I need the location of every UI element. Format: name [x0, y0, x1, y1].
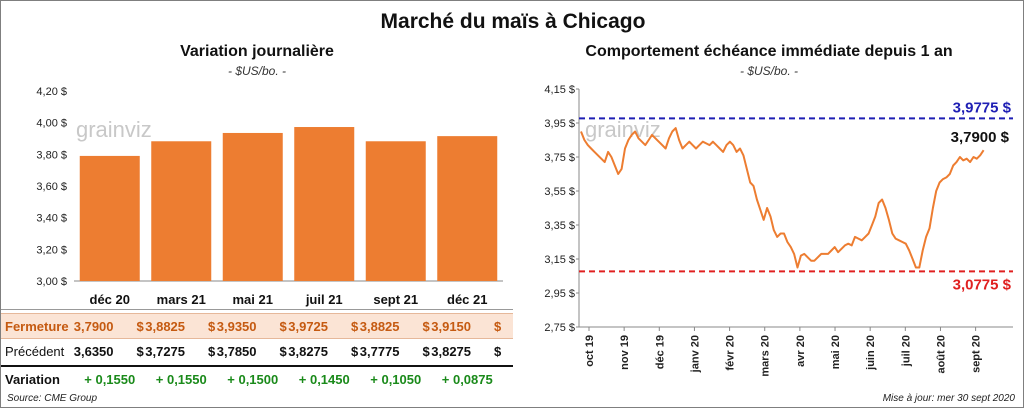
- x-category-label: mars 21: [157, 292, 206, 307]
- currency-sign: $: [422, 344, 430, 359]
- table-row-previous: Précédent 3,6350 $3,7275 $3,7850 $3,8275 $3,…: [1, 339, 513, 365]
- left-chart-title: Variation journalière: [180, 43, 334, 60]
- y-tick-label: 2,95 $: [544, 288, 575, 300]
- x-category-label: mai 21: [233, 292, 273, 307]
- close-cell-value: 3,7900: [73, 319, 114, 334]
- left-watermark: grainviz: [76, 117, 152, 142]
- row-label-variation: Variation: [5, 372, 60, 387]
- previous-cell-value: 3,7850: [216, 344, 257, 359]
- update-note: Mise à jour: mer 30 sept 2020: [882, 393, 1015, 404]
- variation-cell: + 0,1550: [155, 372, 207, 387]
- currency-sign: $: [494, 344, 502, 359]
- y-tick-label: 4,20 $: [36, 86, 67, 98]
- currency-sign: $: [279, 344, 287, 359]
- currency-sign: $: [136, 344, 144, 359]
- close-cell-value: 3,9350: [216, 319, 257, 334]
- x-tick-label: déc 19: [654, 335, 666, 369]
- y-tick-label: 2,75 $: [544, 322, 575, 334]
- low-value-label: 3,0775 $: [953, 276, 1012, 293]
- y-tick-label: 3,95 $: [544, 118, 575, 130]
- x-category-label: déc 20: [90, 292, 130, 307]
- previous-cell-value: 3,7275: [145, 344, 186, 359]
- currency-sign: $: [422, 319, 430, 334]
- x-tick-label: mai 20: [830, 335, 842, 369]
- previous-cell-value: 3,8275: [288, 344, 329, 359]
- close-cell-value: 3,9150: [431, 319, 472, 334]
- source-note: Source: CME Group: [7, 393, 98, 404]
- bar: [79, 155, 140, 281]
- page-title: Marché du maïs à Chicago: [380, 10, 646, 33]
- x-tick-label: avr 20: [795, 335, 807, 367]
- bar: [365, 141, 426, 281]
- previous-cell-value: 3,8275: [431, 344, 472, 359]
- y-tick-label: 4,15 $: [544, 84, 575, 96]
- table-row-close: Fermeture 3,7900 $3,8825 $3,9350 $3,9725 $3,…: [1, 313, 513, 339]
- variation-cell: + 0,1500: [227, 372, 279, 387]
- variation-cell: + 0,1550: [84, 372, 136, 387]
- bar: [437, 136, 498, 281]
- y-tick-label: 3,75 $: [544, 152, 575, 164]
- row-label-close: Fermeture: [5, 319, 69, 334]
- x-tick-label: oct 19: [584, 335, 596, 367]
- table-row-variation: Variation + 0,1550 + 0,1550 + 0,1500 + 0,14…: [1, 367, 513, 393]
- currency-sign: $: [351, 319, 359, 334]
- variation-cell: + 0,1050: [370, 372, 422, 387]
- price-line: [580, 127, 985, 269]
- bar-chart: grainviz 3,00 $ 3,20 $ 3,40 $ 3,60 $ 3,80 $ 4…: [36, 86, 503, 307]
- x-tick-label: nov 19: [619, 335, 631, 370]
- right-watermark: grainviz: [585, 117, 661, 142]
- y-tick-label: 3,00 $: [36, 276, 67, 288]
- x-category-label: déc 21: [447, 292, 487, 307]
- y-tick-label: 3,40 $: [36, 213, 67, 225]
- y-tick-label: 3,80 $: [36, 149, 67, 161]
- x-tick-label: juil 20: [900, 335, 912, 367]
- y-tick-label: 3,60 $: [36, 181, 67, 193]
- close-cell-value: 3,8825: [359, 319, 400, 334]
- line-chart: grainviz 2,75 $ 2,95 $ 3,15 $ 3,35 $ 3,55 $ 3…: [544, 84, 1013, 377]
- currency-sign: $: [208, 344, 216, 359]
- previous-cell-value: 3,7775: [359, 344, 400, 359]
- left-chart-unit: - $US/bo. -: [227, 64, 287, 78]
- currency-sign: $: [136, 319, 144, 334]
- y-tick-label: 3,20 $: [36, 244, 67, 256]
- y-tick-label: 4,00 $: [36, 118, 67, 130]
- x-tick-label: août 20: [935, 335, 947, 374]
- variation-cell: + 0,1450: [298, 372, 350, 387]
- currency-sign: $: [351, 344, 359, 359]
- bar: [151, 141, 212, 281]
- currency-sign: $: [279, 319, 287, 334]
- high-value-label: 3,9775 $: [953, 99, 1012, 116]
- row-label-previous: Précédent: [5, 344, 65, 359]
- x-tick-label: juin 20: [865, 335, 877, 371]
- x-tick-label: mars 20: [760, 335, 772, 377]
- right-chart-unit: - $US/bo. -: [739, 64, 799, 78]
- last-value-label: 3,7900 $: [951, 129, 1010, 146]
- y-tick-label: 3,35 $: [544, 220, 575, 232]
- table-divider: [1, 309, 513, 310]
- close-cell-value: 3,8825: [145, 319, 186, 334]
- variation-cell: + 0,0875: [441, 372, 493, 387]
- x-tick-label: févr 20: [725, 335, 737, 370]
- bar: [222, 132, 283, 281]
- x-tick-label: janv 20: [689, 335, 701, 373]
- bar: [294, 127, 355, 281]
- currency-sign: $: [494, 319, 502, 334]
- currency-sign: $: [208, 319, 216, 334]
- x-category-label: juil 21: [305, 292, 343, 307]
- y-tick-label: 3,15 $: [544, 254, 575, 266]
- x-tick-label: sept 20: [971, 335, 983, 373]
- table-rule: [1, 365, 513, 367]
- y-tick-label: 3,55 $: [544, 186, 575, 198]
- right-chart-title: Comportement échéance immédiate depuis 1…: [585, 43, 953, 60]
- x-category-label: sept 21: [373, 292, 418, 307]
- close-cell-value: 3,9725: [288, 319, 329, 334]
- previous-cell-value: 3,6350: [73, 344, 114, 359]
